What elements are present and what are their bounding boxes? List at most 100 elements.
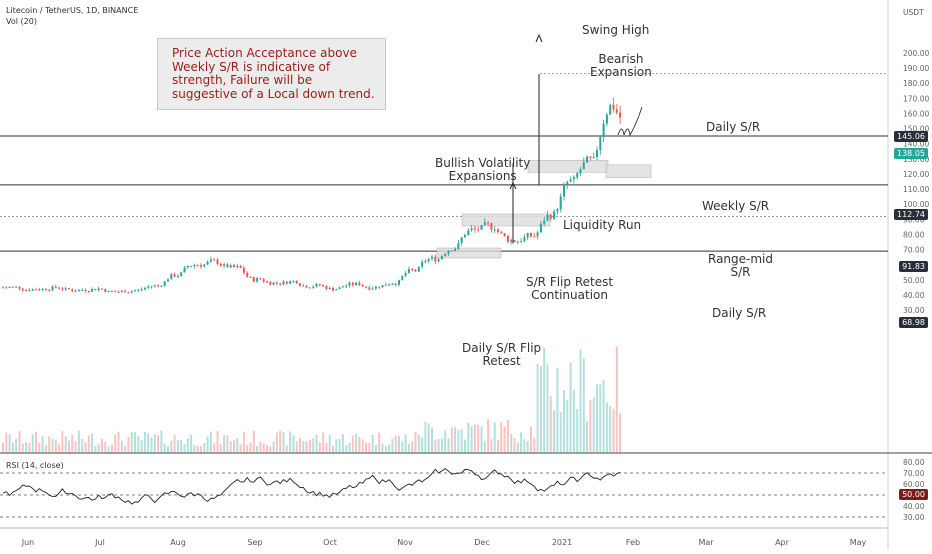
volume-bar [602,380,605,453]
price-tick-label: 40.00 [903,291,925,300]
candle-body [87,291,90,293]
candle-body [15,286,18,288]
volume-bar [384,446,387,453]
candle-body [572,177,575,180]
candle-body [94,288,97,291]
mid-box [527,159,609,173]
rsi-tick-label: 60.00 [903,480,925,489]
volume-bar [391,438,394,453]
candle-body [31,289,34,291]
rsi-tick-label: 30.00 [903,513,925,522]
candle-body [536,232,539,237]
candle-body [388,284,391,286]
month-tick-label: Apr [775,538,790,547]
candle-body [473,228,476,230]
candle-body [38,289,41,291]
candle-body [523,237,526,242]
volume-bar [21,443,24,453]
volume-bar [44,445,47,453]
volume-bar [137,435,140,453]
candle-body [546,214,549,221]
volume-bar [130,432,133,453]
candle-body [107,290,110,292]
candle-body [173,274,176,277]
candle-body [398,280,400,285]
volume-bar [464,439,466,453]
candle-body [464,235,466,238]
weekly-sr-label: Weekly S/R [702,199,770,213]
volume-bar [252,430,255,453]
range-box [461,213,551,227]
candle-body [101,288,103,290]
volume-bar [64,436,67,453]
volume-bar [186,438,189,453]
volume-bar [506,419,509,453]
candle-body [312,286,315,288]
candle-body [477,229,480,231]
volume-bar [586,421,589,453]
volume-bar [351,435,354,453]
month-tick-label: Feb [626,538,640,547]
volume-bar [381,443,384,453]
daily-sr-bottom-label: Daily S/R [712,306,767,320]
candle-body [71,289,74,292]
vol-arrow-head [509,181,517,190]
candle-body [506,235,509,242]
candle-body [206,261,209,265]
swing-arrow-head [535,33,543,43]
candle-body [493,229,496,231]
volume-bar [81,439,84,453]
volume-bar [239,444,242,453]
candle-body [114,291,117,293]
candle-body [520,241,523,243]
flip-box [436,247,502,259]
candle-body [48,289,51,291]
candle-body [190,265,193,267]
volume-bar [401,441,404,453]
volume-bar [104,441,107,453]
candle-body [209,259,212,262]
candle-body [510,240,513,242]
volume-bar [170,440,173,453]
volume-bar [338,438,341,453]
candle-body [457,243,460,249]
volume-bar [553,410,556,453]
volume-bar [206,436,209,453]
candle-body [325,285,328,290]
volume-bar [209,431,212,453]
candle-body [599,137,602,151]
volume-bar [566,399,569,453]
price-tick-label: 130.00 [903,155,929,164]
candle-body [516,241,519,243]
candle-body [134,290,136,292]
candle-body [351,282,354,286]
volume-bar [473,424,476,453]
candle-body [335,289,338,291]
rsi-tick-label: 80.00 [903,458,925,467]
candle-body [282,281,285,285]
volume-bar [500,421,503,453]
candle-body [292,280,295,282]
volume-bar [457,429,460,453]
volume-bar [299,438,301,453]
volume-bar [556,367,559,453]
candle-body [467,230,470,236]
price-tick-label: 80.00 [903,230,925,239]
volume-bar [487,419,490,453]
candle-body [381,285,384,288]
volume-bar [523,439,526,453]
volume-bar [256,445,259,453]
volume-bar [315,434,318,453]
candle-body [216,259,219,264]
candle-body [259,278,262,280]
candle-body [186,266,189,268]
price-tick-label: 160.00 [903,109,929,118]
candle-body [450,250,453,252]
candle-body [269,281,272,285]
range-mid-label: Range-mid S/R [708,252,774,279]
month-tick-label: Aug [170,538,186,547]
candle-body [358,282,361,285]
volume-bar [269,446,272,453]
volume-bar [200,446,202,453]
